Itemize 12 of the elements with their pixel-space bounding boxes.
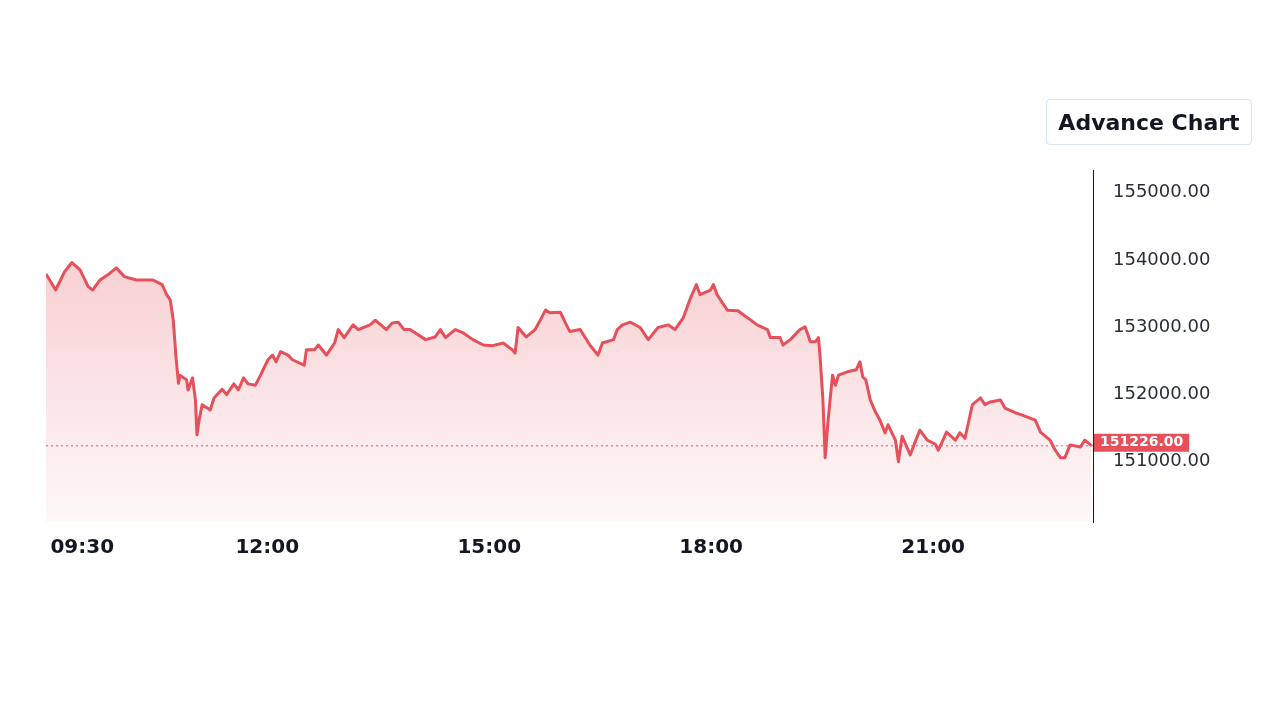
- y-tick-label: 152000.00: [1113, 381, 1211, 403]
- x-tick-label: 15:00: [457, 534, 522, 559]
- ref-line-label: 151226.00: [1100, 433, 1184, 450]
- x-tick-label: 21:00: [901, 534, 966, 559]
- y-tick-label: 155000.00: [1113, 180, 1211, 202]
- text: Advance Chart: [1046, 99, 1252, 145]
- y-tick-label: 153000.00: [1113, 314, 1211, 336]
- y-tick-label: 154000.00: [1113, 247, 1211, 269]
- y-tick-label: 151000.00: [1113, 448, 1211, 470]
- x-tick-label: 09:30: [50, 534, 115, 559]
- x-tick-label: 12:00: [235, 534, 300, 559]
- x-tick-label: 18:00: [679, 534, 744, 559]
